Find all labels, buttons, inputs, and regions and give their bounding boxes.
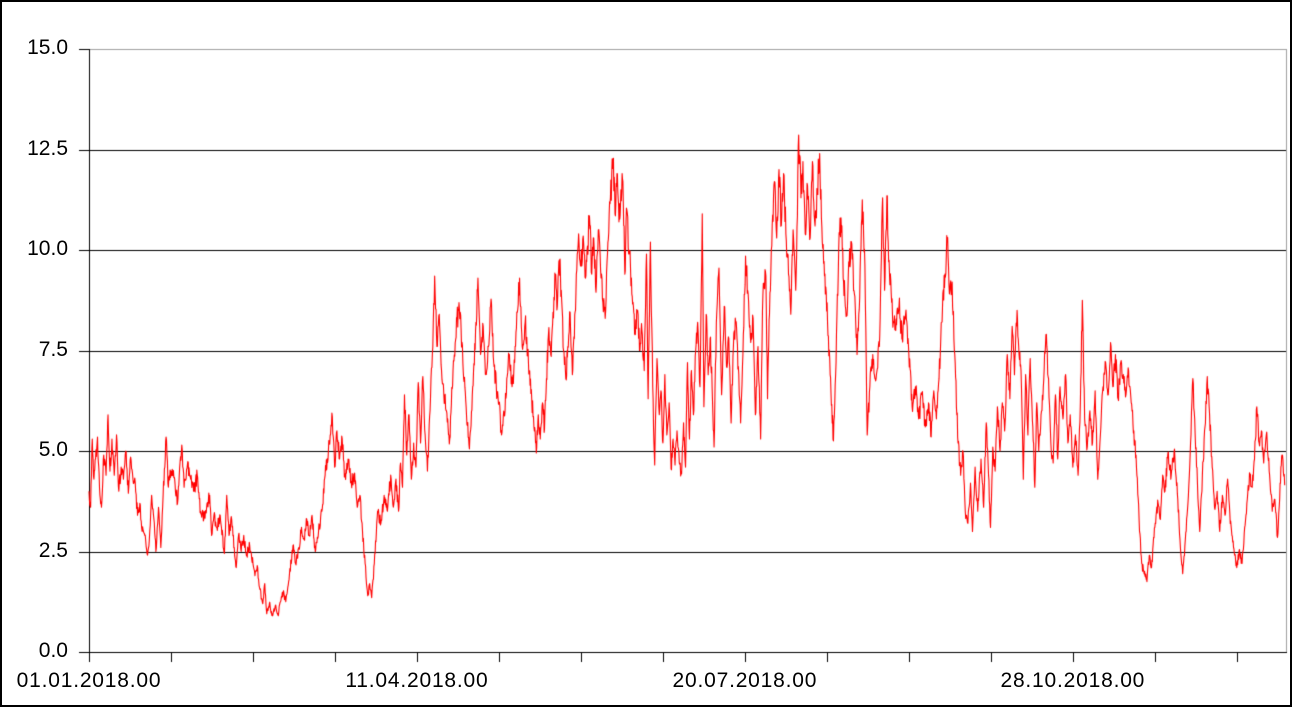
y-axis-tick-label: 5.0: [38, 438, 68, 461]
x-axis-tick-label: 11.04.2018.00: [345, 669, 489, 692]
y-axis-tick-label: 15.0: [27, 36, 68, 59]
y-axis-tick-label: 12.5: [27, 136, 68, 160]
y-axis-tick-label: 2.5: [38, 538, 68, 562]
x-axis-tick-label: 20.07.2018.00: [672, 669, 818, 692]
x-axis-tick-label: 01.01.2018.00: [16, 669, 162, 692]
y-axis-tick-label: 7.5: [38, 337, 68, 361]
y-axis-tick-label: 10.0: [27, 237, 68, 260]
x-axis-tick-label: 28.10.2018.00: [1000, 669, 1146, 692]
y-axis-tick-label: 0.0: [38, 639, 68, 662]
